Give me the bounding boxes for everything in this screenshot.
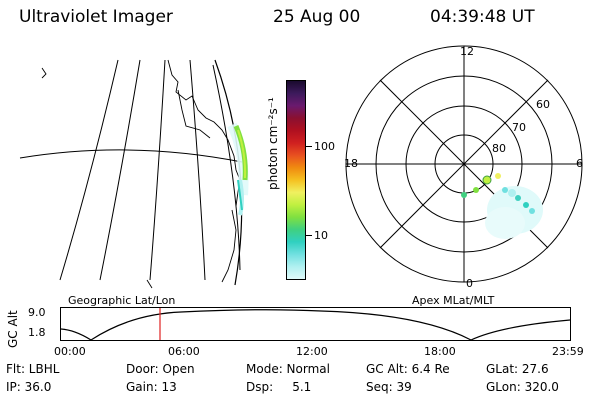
timeline-ylabel: GC Alt — [6, 310, 20, 348]
geo-panel-label: Geographic Lat/Lon — [68, 294, 176, 307]
colorbar — [286, 80, 306, 280]
aurora-glow — [227, 122, 249, 216]
date-label: 25 Aug 00 — [273, 7, 361, 27]
timeline-ytick-high: 9.0 — [28, 306, 46, 319]
status-gain: Gain: 13 — [126, 380, 177, 394]
status-ip: IP: 36.0 — [6, 380, 52, 394]
status-gc-alt: GC Alt: 6.4 Re — [366, 362, 450, 376]
geographic-map — [19, 59, 249, 289]
polar-plot — [345, 45, 583, 283]
timeline-xtick-1200: 12:00 — [296, 345, 328, 358]
status-dsp: Dsp: 5.1 — [246, 380, 312, 394]
polar-panel-label: Apex MLat/MLT — [412, 294, 495, 307]
timeline-xtick-1800: 18:00 — [424, 345, 456, 358]
status-glon: GLon: 320.0 — [486, 380, 559, 394]
colorbar-gradient — [287, 81, 305, 279]
colorbar-tick-10 — [306, 235, 312, 236]
mlt-label-6: 6 — [576, 157, 583, 170]
status-glat: GLat: 27.6 — [486, 362, 549, 376]
timeline-xtick-2359: 23:59 — [552, 345, 584, 358]
status-seq: Seq: 39 — [366, 380, 412, 394]
aurora-points — [461, 173, 543, 239]
colorbar-tick-label-100: 100 — [314, 140, 335, 153]
altitude-curve — [61, 308, 570, 340]
colorbar-unit-label: photon cm⁻²s⁻¹ — [266, 97, 280, 190]
status-mode: Mode: Normal — [246, 362, 330, 376]
lat-label-70: 70 — [512, 121, 526, 134]
timeline-xtick-0000: 00:00 — [54, 345, 86, 358]
altitude-timeline — [60, 307, 571, 341]
mlt-label-0: 0 — [466, 277, 473, 290]
timeline-xtick-0600: 06:00 — [168, 345, 200, 358]
lat-label-80: 80 — [492, 142, 506, 155]
mlt-label-12: 12 — [460, 45, 474, 58]
app-title: Ultraviolet Imager — [19, 7, 173, 27]
lat-label-60: 60 — [536, 98, 550, 111]
mlt-label-18: 18 — [344, 157, 358, 170]
timeline-ytick-low: 1.8 — [28, 326, 46, 339]
colorbar-tick-label-10: 10 — [314, 229, 328, 242]
status-door: Door: Open — [126, 362, 195, 376]
status-filter: Flt: LBHL — [6, 362, 60, 376]
time-label: 04:39:48 UT — [430, 7, 535, 27]
colorbar-tick-100 — [306, 146, 312, 147]
